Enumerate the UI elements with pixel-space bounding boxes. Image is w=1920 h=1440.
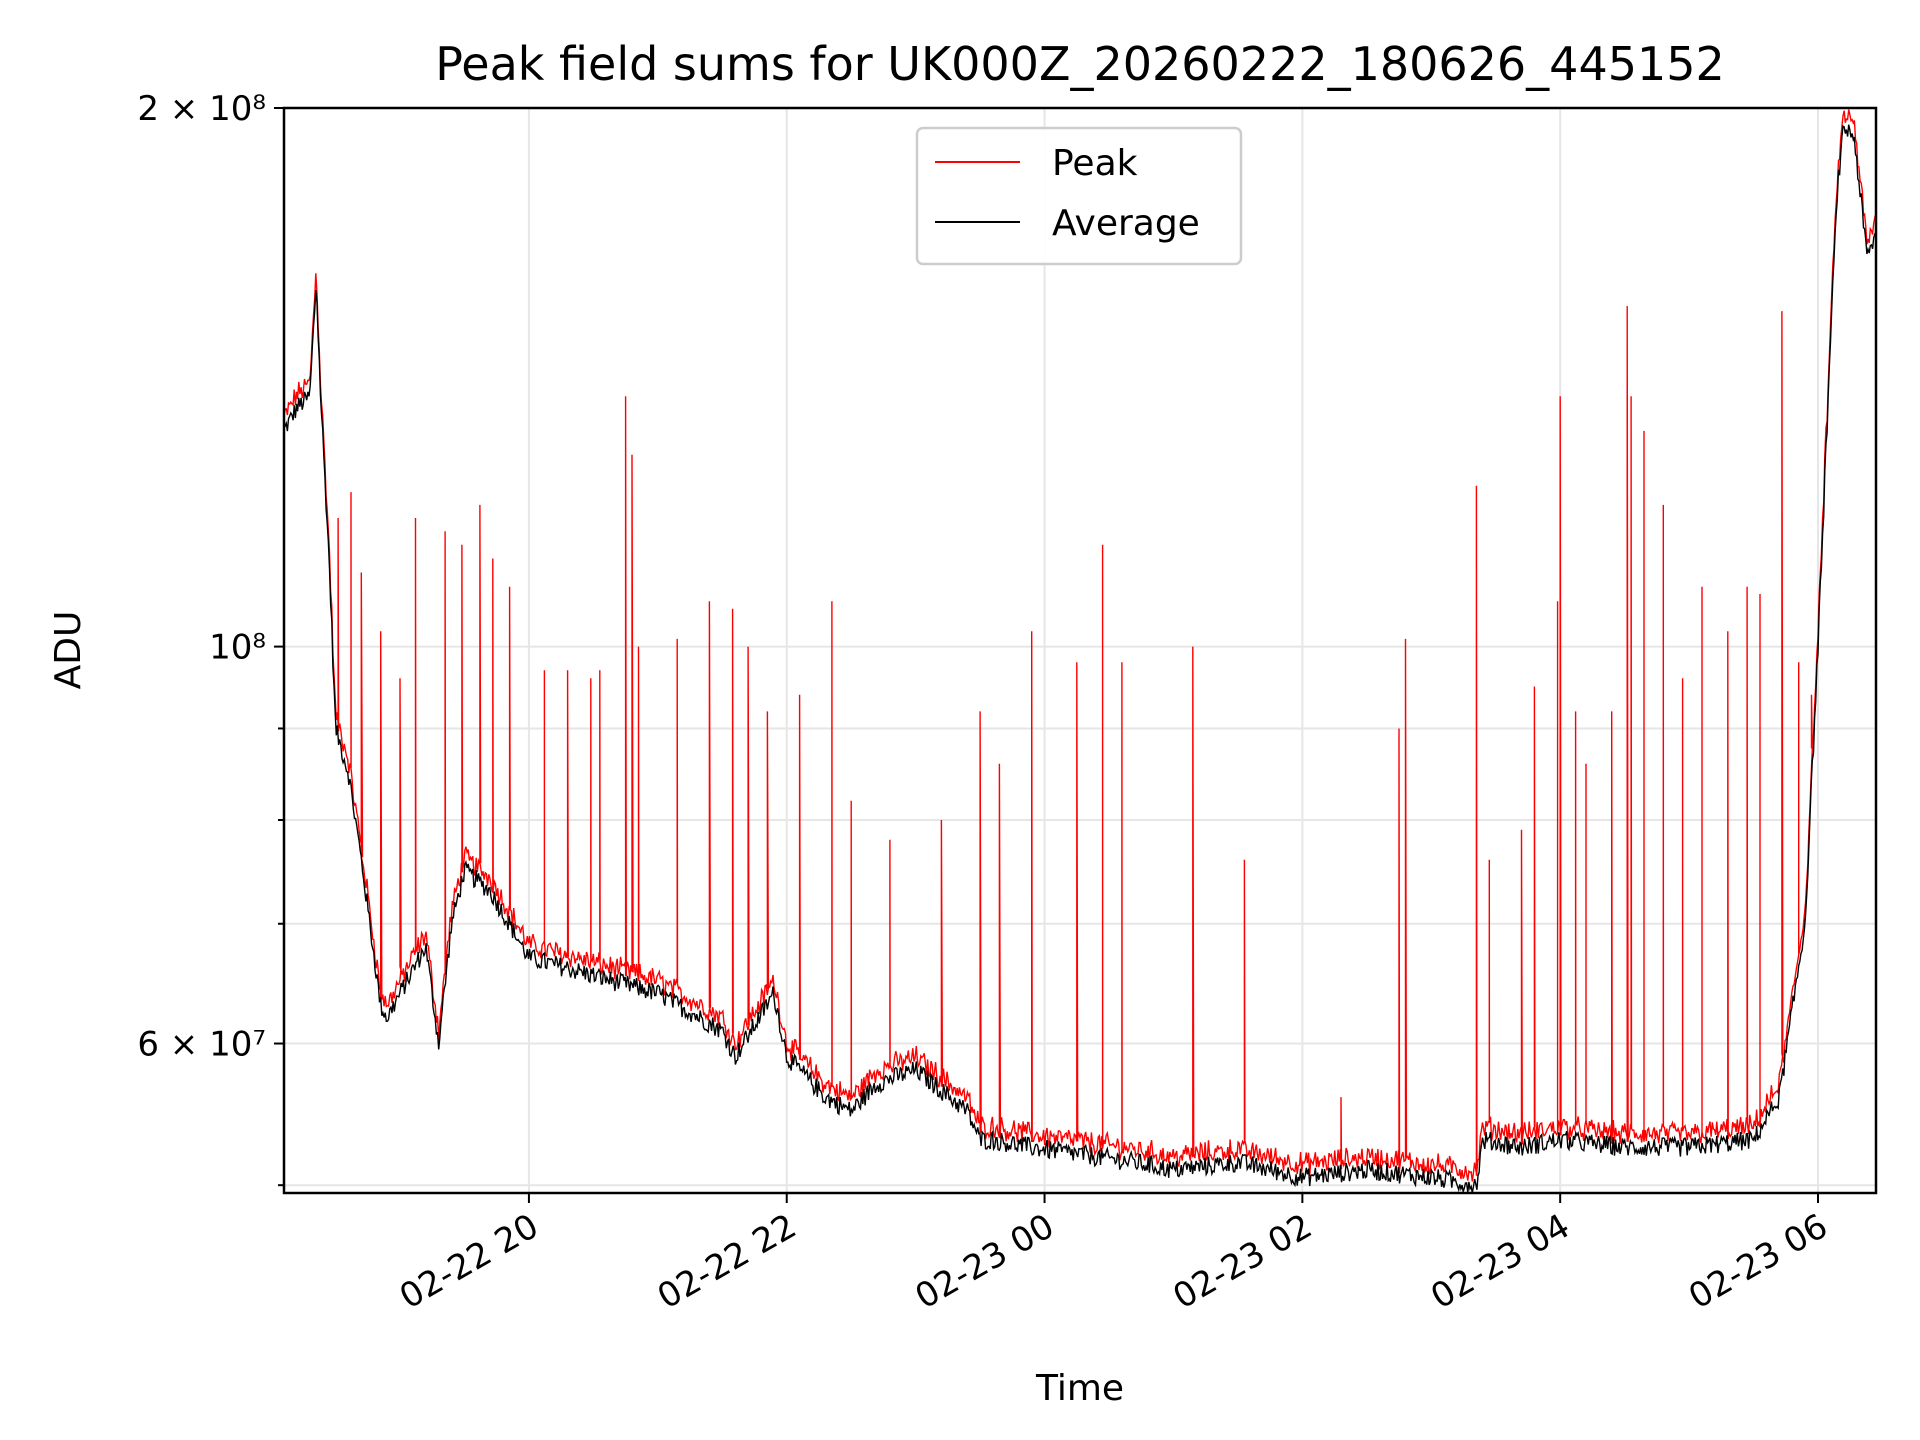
y-axis-label: ADU (48, 611, 89, 690)
plot-frame (282, 106, 1878, 1195)
x-tick-label: 02-22 20 (393, 1206, 545, 1317)
grid (284, 107, 1876, 1193)
x-tick-label: 02-23 04 (1424, 1206, 1576, 1317)
y-tick-label: 6 × 10⁷ (137, 1025, 266, 1065)
axis-ticks: 02-22 20 02-22 22 02-23 00 02-23 02 02-23 04… (137, 89, 1834, 1317)
y-tick-label: 2 × 10⁸ (137, 89, 266, 129)
x-axis-label: Time (1035, 1368, 1124, 1409)
series-line-peak (283, 109, 1877, 1182)
x-tick-label: 02-22 22 (651, 1206, 803, 1317)
x-tick-label: 02-23 06 (1682, 1206, 1834, 1317)
x-tick-label: 02-23 00 (909, 1206, 1061, 1317)
x-tick-label: 02-23 02 (1166, 1206, 1318, 1317)
legend-peak-label: Peak (1052, 143, 1138, 184)
plot-area (283, 109, 1877, 1194)
chart-title: Peak field sums for UK000Z_20260222_1806… (435, 37, 1725, 91)
legend: Peak Average (915, 126, 1243, 266)
series-line-average (283, 124, 1877, 1194)
y-tick-label: 10⁸ (209, 628, 266, 668)
legend-average-label: Average (1052, 203, 1200, 244)
